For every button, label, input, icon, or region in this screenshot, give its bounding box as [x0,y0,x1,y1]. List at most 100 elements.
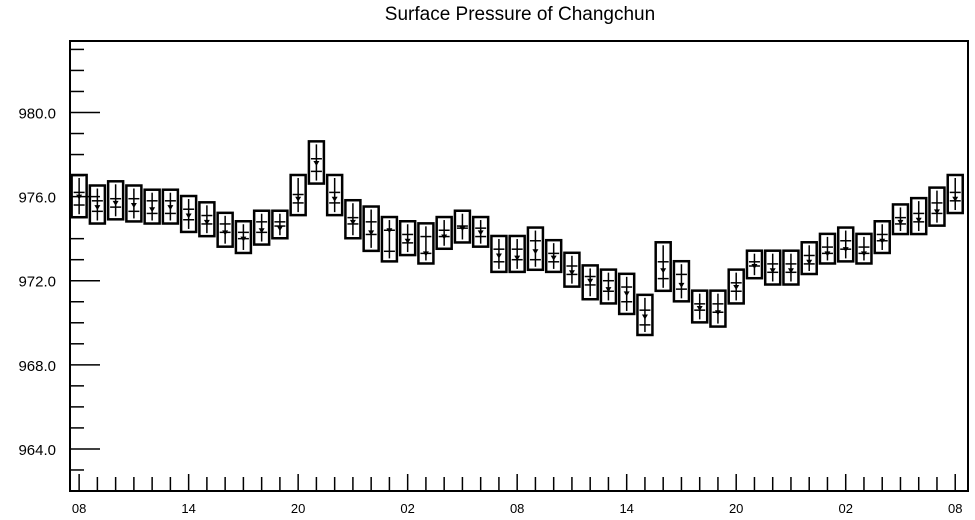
box-frame [617,272,636,316]
y-tick-label: 972.0 [18,274,56,291]
box-median-marker [550,255,557,261]
box-mark [690,289,709,324]
x-tick-label: 08 [948,501,962,516]
box-mark [654,241,672,293]
box-frame [891,203,910,236]
box-mark [216,211,234,248]
box-mark [946,173,964,215]
box-frame [563,251,581,288]
box-mark [398,220,417,257]
box-frame [380,215,399,263]
box-median-marker [441,234,448,240]
box-median-marker [769,268,776,274]
box-median-marker [368,230,375,236]
box-frame [745,249,764,280]
box-frame [818,232,837,265]
box-mark [636,293,654,337]
box-frame [855,232,873,265]
plot-frame [69,40,969,492]
box-median-marker [660,268,667,274]
x-tick-label: 02 [400,501,414,516]
box-frame [800,241,818,276]
box-mark [70,173,88,219]
box-median-marker [112,200,119,206]
x-tick-label: 20 [291,501,305,516]
box-median-marker [459,226,466,232]
box-frame [709,289,727,328]
x-tick-label: 14 [619,501,633,516]
chart-title: Surface Pressure of Changchun [384,4,656,25]
box-mark [252,209,271,246]
box-frame [216,211,234,248]
box-median-marker [879,238,886,244]
box-frame [179,194,198,234]
box-median-marker [787,268,794,274]
box-frame [763,249,782,286]
box-mark [271,209,289,240]
box-median-marker [641,314,648,320]
box-median-marker [167,205,174,211]
box-frame [198,201,216,238]
y-tick-label: 964.0 [18,442,56,459]
box-mark [289,173,307,217]
box-mark [234,220,253,255]
box-median-marker [386,228,393,234]
box-median-marker [276,226,283,232]
box-mark [727,268,745,305]
box-mark [763,249,782,286]
box-mark [508,234,526,274]
box-mark [106,180,125,221]
box-mark [453,209,472,244]
box-frame [471,215,490,248]
box-mark [782,249,800,286]
box-median-marker [568,270,575,276]
box-mark [125,184,143,223]
box-median-marker [824,251,831,257]
box-frame [125,184,143,223]
box-mark [362,205,380,253]
box-median-marker [149,207,156,213]
box-frame [508,234,526,274]
box-mark [928,186,946,227]
box-median-marker [313,160,320,166]
box-median-marker [422,251,429,257]
box-median-marker [349,219,356,225]
box-frame [873,220,891,255]
box-mark [380,215,399,263]
box-median-marker [514,255,521,261]
y-tick-label: 976.0 [18,190,56,207]
box-mark [344,198,362,240]
box-frame [453,209,472,244]
box-median-marker [623,291,630,297]
box-marks [70,140,964,337]
y-tick-label: 968.0 [18,358,56,375]
box-frame [544,238,563,274]
box-mark [818,232,837,265]
box-frame [325,173,344,217]
box-frame [526,226,545,272]
box-mark [581,264,599,301]
box-median-marker [240,236,247,242]
box-frame [398,220,417,257]
box-frame [161,188,180,225]
box-mark [161,188,180,225]
box-mark [891,203,910,236]
box-median-marker [605,287,612,293]
box-median-marker [130,203,137,209]
box-mark [836,226,855,263]
box-frame [106,180,125,221]
box-frame [946,173,964,215]
box-frame [727,268,745,305]
x-tick-label: 20 [729,501,743,516]
box-mark [417,222,435,265]
box-median-marker [751,264,758,269]
x-tick-label: 08 [510,501,524,516]
box-median-marker [714,310,721,316]
box-mark [599,268,618,305]
box-median-marker [733,285,740,291]
box-frame [143,188,161,225]
box-frame [271,209,289,240]
box-frame [417,222,435,265]
box-mark [526,226,545,272]
box-median-marker [222,230,229,236]
